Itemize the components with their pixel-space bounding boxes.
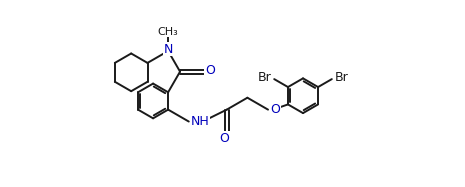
Text: Br: Br	[334, 71, 348, 84]
Text: O: O	[205, 64, 215, 77]
Text: NH: NH	[191, 115, 210, 128]
Text: O: O	[219, 132, 229, 145]
Text: N: N	[164, 42, 173, 56]
Text: Br: Br	[258, 71, 272, 84]
Text: O: O	[270, 103, 280, 116]
Text: CH₃: CH₃	[158, 27, 179, 37]
